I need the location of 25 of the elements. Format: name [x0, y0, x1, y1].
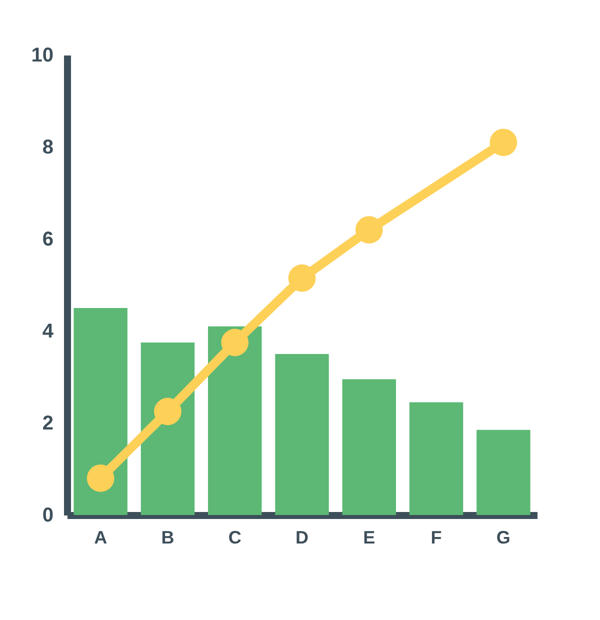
y-tick-label: 2 — [42, 412, 54, 434]
x-tick-label: D — [296, 528, 308, 548]
point — [355, 216, 383, 244]
bar — [476, 430, 530, 515]
y-tick-label: 0 — [42, 504, 54, 526]
x-tick-label: F — [430, 528, 442, 548]
y-tick-label: 8 — [42, 136, 54, 158]
bar — [275, 354, 329, 515]
point — [154, 398, 182, 426]
bar — [208, 326, 262, 515]
x-tick-label: G — [496, 528, 510, 548]
x-tick-label: C — [228, 528, 242, 548]
point — [490, 128, 518, 156]
point — [86, 464, 114, 492]
x-tick-label: A — [94, 528, 108, 548]
x-tick-label: E — [363, 528, 376, 548]
bar — [342, 379, 396, 515]
y-tick-label: 4 — [42, 320, 54, 342]
point — [221, 328, 249, 356]
y-tick-label: 6 — [42, 228, 54, 250]
point — [288, 264, 316, 292]
y-tick-label: 10 — [31, 44, 54, 66]
x-tick-label: B — [161, 528, 174, 548]
bar — [409, 402, 464, 515]
bar — [74, 308, 128, 515]
